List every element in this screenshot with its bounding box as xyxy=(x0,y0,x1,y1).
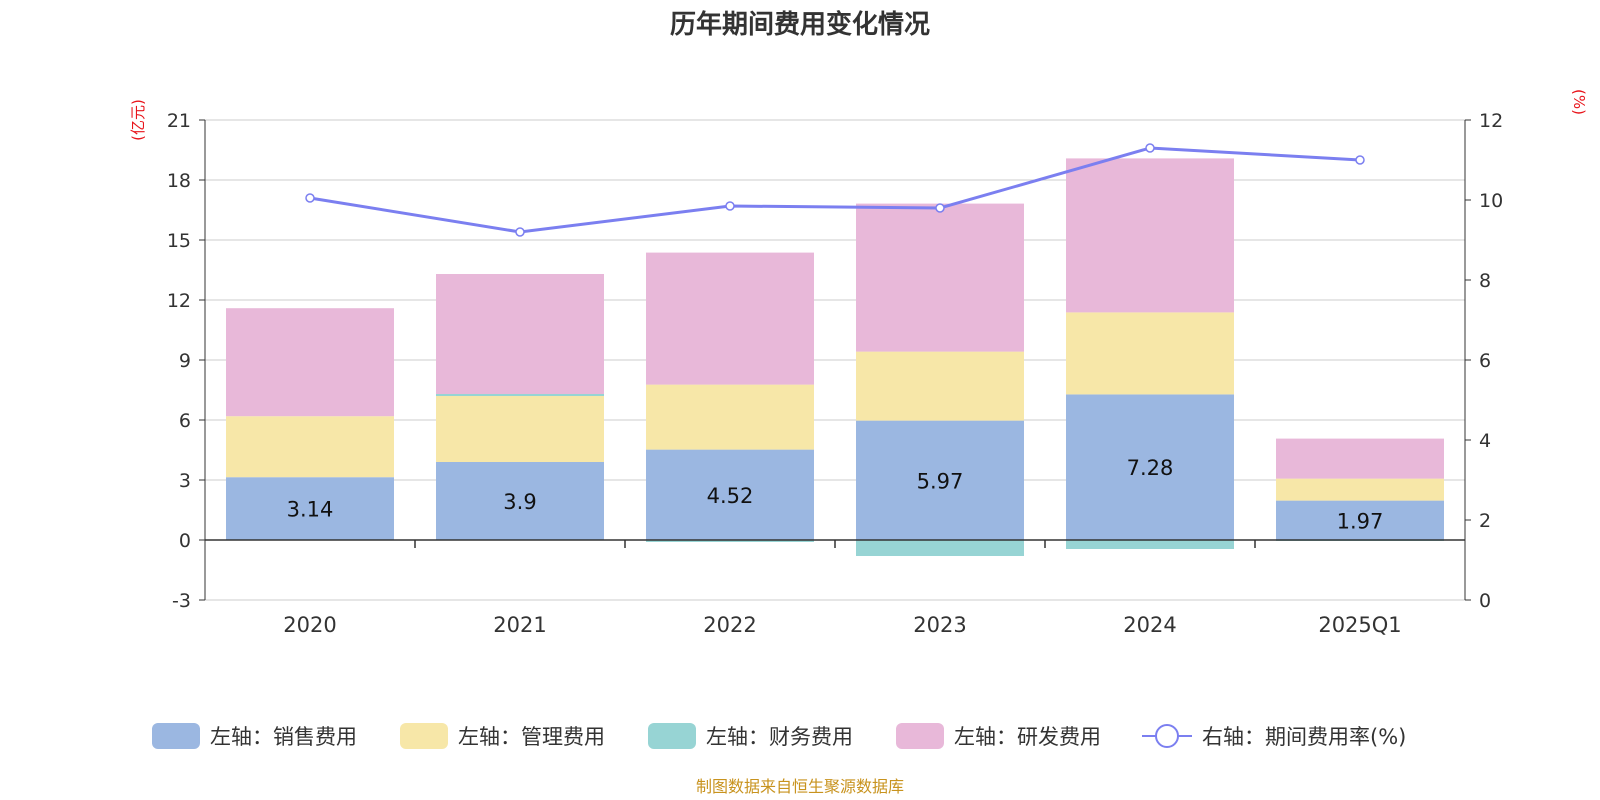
legend-marker-swatch xyxy=(1155,724,1179,748)
data-label: 3.14 xyxy=(287,498,334,522)
left-tick-label: -3 xyxy=(172,590,191,612)
x-category-label: 2022 xyxy=(703,613,756,637)
bar-segment-2023 xyxy=(856,351,1024,421)
x-category-label: 2023 xyxy=(913,613,966,637)
bar-segment-2023 xyxy=(856,420,1024,540)
bar-segment-2022 xyxy=(646,449,814,540)
right-tick-label: 0 xyxy=(1479,590,1491,612)
rate-point xyxy=(1145,143,1155,153)
right-tick-label: 8 xyxy=(1479,270,1491,292)
chart-title: 历年期间费用变化情况 xyxy=(670,9,930,40)
left-tick-label: 12 xyxy=(167,290,191,312)
bar-segment-2022 xyxy=(646,384,814,450)
bar-segment-2020 xyxy=(226,477,394,540)
left-tick-label: 0 xyxy=(179,530,191,552)
bars xyxy=(226,158,1444,556)
bar-segment-2024 xyxy=(1066,158,1234,313)
bar-segment-2023 xyxy=(856,203,1024,352)
left-tick-label: 6 xyxy=(179,410,191,432)
right-axis-unit: (%) xyxy=(1570,89,1588,115)
left-tick-label: 18 xyxy=(167,170,191,192)
legend-label: 右轴：期间费用率(%) xyxy=(1202,725,1406,749)
bar-segment-2024 xyxy=(1066,540,1234,549)
source-note: 制图数据来自恒生聚源数据库 xyxy=(696,777,904,796)
left-tick-label: 21 xyxy=(167,110,191,132)
rate-point xyxy=(1355,155,1365,165)
data-label: 3.9 xyxy=(503,490,536,514)
right-tick-label: 2 xyxy=(1479,510,1491,532)
data-labels: 3.14 3.9 4.52 5.97 7.28 1.97 xyxy=(287,456,1384,533)
bar-segment-2020 xyxy=(226,308,394,417)
bar-segment-2022 xyxy=(646,540,814,542)
left-axis-unit: (亿元) xyxy=(129,99,147,141)
legend-label: 左轴：管理费用 xyxy=(458,725,605,749)
gridlines xyxy=(205,119,1465,601)
bar-segment-2025Q1 xyxy=(1276,500,1444,540)
data-label: 5.97 xyxy=(917,469,964,493)
bar-segment-2024 xyxy=(1066,312,1234,395)
rate-point xyxy=(935,203,945,213)
rate-point xyxy=(725,201,735,211)
data-label: 4.52 xyxy=(707,484,754,508)
right-tick-label: 4 xyxy=(1479,430,1491,452)
right-tick-label: 6 xyxy=(1479,350,1491,372)
x-category-label: 2025Q1 xyxy=(1318,613,1401,637)
bar-segment-2023 xyxy=(856,540,1024,556)
x-category-label: 2021 xyxy=(493,613,546,637)
left-tick-label: 9 xyxy=(179,350,191,372)
x-category-label: 2024 xyxy=(1123,613,1176,637)
legend-swatch xyxy=(896,723,944,749)
bar-segment-2022 xyxy=(646,252,814,385)
legend: 左轴：销售费用 左轴：管理费用 左轴：财务费用 左轴：研发费用 右轴：期间费用率(%) xyxy=(152,723,1406,749)
left-tick-label: 15 xyxy=(167,230,191,252)
bar-segment-2020 xyxy=(226,416,394,478)
legend-label: 左轴：销售费用 xyxy=(210,725,357,749)
legend-swatch xyxy=(400,723,448,749)
bar-segment-2025Q1 xyxy=(1276,438,1444,479)
bar-segment-2025Q1 xyxy=(1276,478,1444,501)
right-tick-label: 10 xyxy=(1479,190,1503,212)
rate-line-path xyxy=(309,146,1361,234)
bar-segment-2024 xyxy=(1066,394,1234,540)
bar-segment-2021 xyxy=(436,462,604,540)
rate-point xyxy=(515,227,525,237)
bar-segment-2021 xyxy=(436,274,604,394)
axes: -3 0 3 6 9 12 15 18 21 0 2 4 6 8 10 12 2020 2021 2022 2023 2… xyxy=(167,110,1503,637)
rate-point xyxy=(305,193,315,203)
legend-swatch xyxy=(152,723,200,749)
left-tick-label: 3 xyxy=(179,470,191,492)
bar-segment-2021 xyxy=(436,396,604,462)
data-label: 1.97 xyxy=(1337,509,1384,533)
legend-label: 左轴：研发费用 xyxy=(954,725,1101,749)
data-label: 7.28 xyxy=(1127,456,1174,480)
rate-line xyxy=(305,143,1365,237)
legend-swatch xyxy=(648,723,696,749)
bar-segment-2021 xyxy=(436,394,604,396)
x-category-label: 2020 xyxy=(283,613,336,637)
right-tick-label: 12 xyxy=(1479,110,1503,132)
legend-label: 左轴：财务费用 xyxy=(706,725,853,749)
